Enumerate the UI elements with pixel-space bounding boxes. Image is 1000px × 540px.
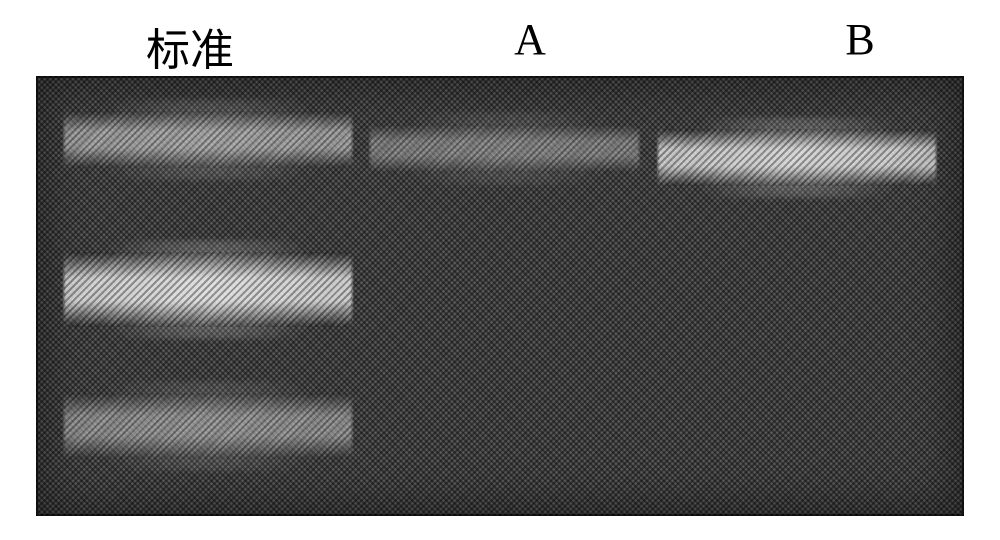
page: 标准 A B [0, 0, 1000, 540]
band-core [658, 129, 936, 186]
band-core [64, 111, 352, 168]
lane-label-b: B [830, 14, 890, 65]
band-core [64, 393, 352, 459]
lane-label-standard: 标准 [120, 14, 260, 78]
band-std-2 [64, 252, 352, 327]
gel-image [36, 76, 964, 516]
gel-figure: 标准 A B [30, 10, 970, 530]
band-hatch [370, 124, 639, 172]
lane-label-a: A [500, 14, 560, 65]
band-std-3 [64, 393, 352, 459]
band-hatch [64, 393, 352, 459]
band-core [64, 252, 352, 327]
band-hatch [658, 129, 936, 186]
band-hatch [64, 111, 352, 168]
band-glow [52, 381, 364, 471]
band-hatch [64, 252, 352, 327]
band-a-1 [370, 124, 639, 172]
band-glow [358, 112, 651, 184]
gel-frame [30, 70, 970, 522]
band-b-1 [658, 129, 936, 186]
band-core [370, 124, 639, 172]
lane-labels-row: 标准 A B [30, 10, 970, 70]
band-std-1 [64, 111, 352, 168]
band-glow [52, 240, 364, 339]
band-glow [646, 117, 948, 198]
band-glow [52, 99, 364, 180]
